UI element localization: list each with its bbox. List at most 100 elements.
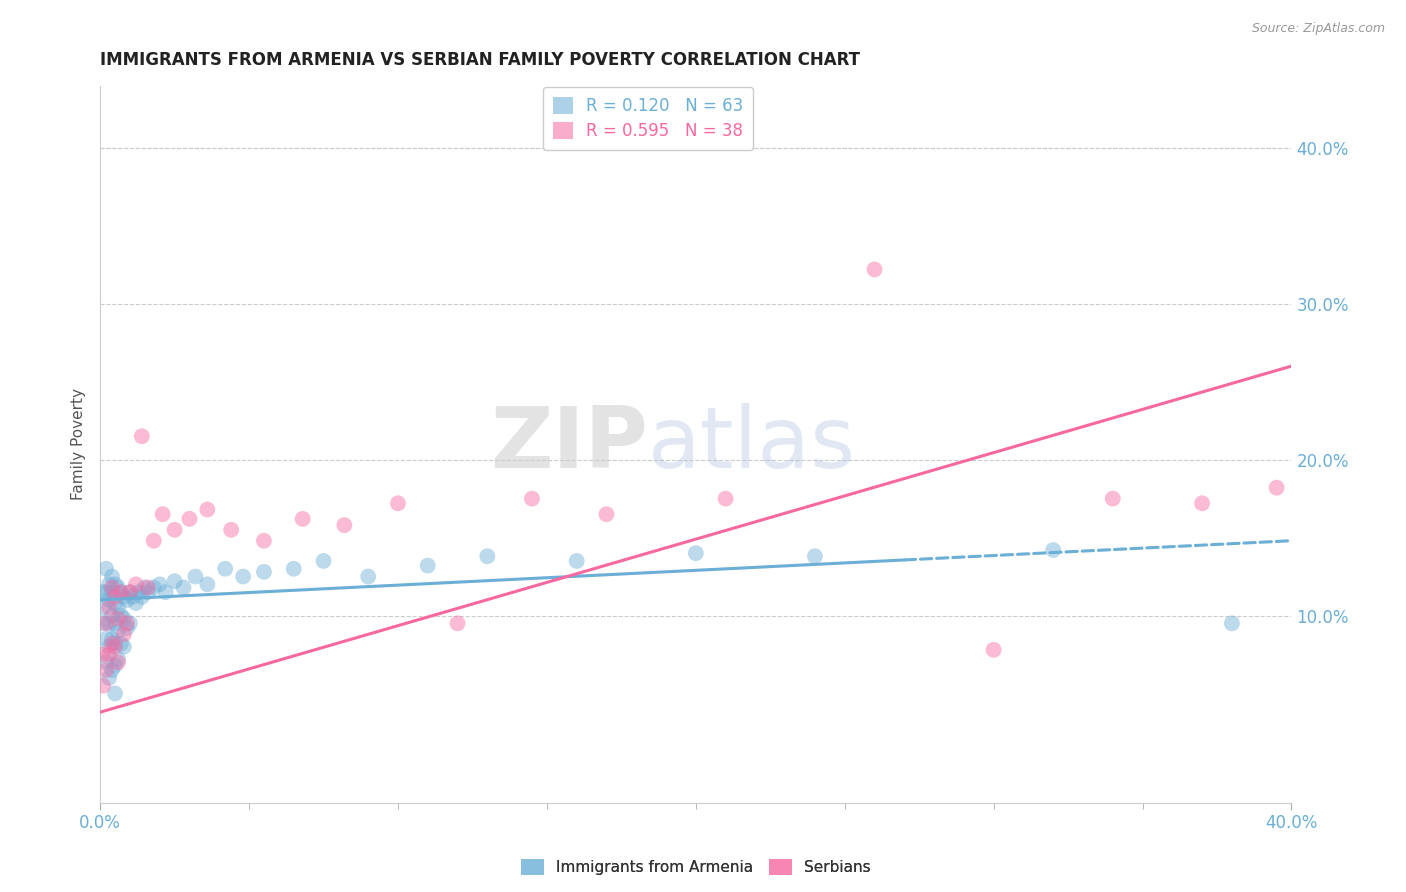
Point (104, 658, 127, 673)
Point (98, 593, 121, 607)
Point (94, 632, 117, 646)
Point (107, 655, 129, 669)
Point (112, 640, 135, 654)
Point (1042, 543, 1064, 558)
Point (112, 612, 135, 626)
Point (195, 502, 218, 516)
Point (104, 686, 127, 700)
Point (110, 585, 132, 599)
Point (107, 581, 129, 595)
Point (101, 585, 124, 599)
Point (98, 640, 121, 654)
Point (101, 637, 124, 651)
Point (112, 590, 135, 604)
Point (112, 627, 135, 641)
Point (94, 562, 117, 576)
Point (101, 663, 124, 677)
Point (107, 612, 129, 626)
Point (184, 569, 207, 583)
Point (291, 512, 314, 526)
Point (101, 581, 124, 595)
Point (232, 569, 254, 583)
Point (107, 652, 129, 666)
Point (91, 616, 114, 631)
Point (387, 496, 409, 510)
Point (101, 608, 124, 623)
Point (128, 585, 150, 599)
Point (173, 581, 195, 595)
Point (94, 616, 117, 631)
Point (104, 637, 127, 651)
Point (98, 600, 121, 615)
Point (115, 616, 138, 631)
Point (110, 637, 132, 651)
Point (565, 554, 588, 568)
Point (107, 600, 129, 615)
Point (142, 581, 165, 595)
Point (101, 632, 124, 646)
Point (115, 621, 138, 635)
Point (163, 574, 186, 589)
Point (685, 546, 707, 560)
Point (1101, 491, 1123, 506)
Point (110, 608, 132, 623)
Point (155, 585, 177, 599)
Point (152, 507, 174, 521)
Point (312, 554, 335, 568)
Point (804, 549, 827, 564)
Point (214, 562, 236, 576)
Point (118, 616, 141, 631)
Point (446, 616, 468, 631)
Point (107, 624, 129, 639)
Point (98, 616, 121, 631)
Point (149, 577, 172, 591)
Point (131, 429, 153, 443)
Point (1265, 481, 1288, 495)
Point (333, 518, 356, 533)
Legend: Immigrants from Armenia, Serbians: Immigrants from Armenia, Serbians (515, 854, 876, 881)
Point (118, 585, 141, 599)
Point (131, 590, 153, 604)
Point (863, 262, 886, 277)
Point (136, 581, 159, 595)
Point (179, 512, 201, 526)
Point (520, 491, 543, 506)
Point (98, 648, 121, 662)
Point (91, 600, 114, 615)
Point (91, 585, 114, 599)
Point (253, 565, 276, 579)
Point (283, 562, 305, 576)
Point (94, 655, 117, 669)
Point (115, 593, 138, 607)
Point (104, 640, 127, 654)
Point (94, 585, 117, 599)
Point (98, 671, 121, 685)
Point (714, 491, 737, 506)
Text: Source: ZipAtlas.com: Source: ZipAtlas.com (1251, 22, 1385, 36)
Point (219, 523, 242, 537)
Point (118, 585, 141, 599)
Point (163, 523, 186, 537)
Point (104, 590, 127, 604)
Point (101, 569, 124, 583)
Point (104, 596, 127, 610)
Point (110, 585, 132, 599)
Point (195, 577, 218, 591)
Point (477, 549, 499, 564)
Point (595, 507, 617, 521)
Point (253, 533, 276, 548)
Point (357, 569, 380, 583)
Point (125, 577, 148, 591)
Point (104, 616, 127, 631)
Point (142, 533, 165, 548)
Point (1191, 496, 1213, 510)
Point (136, 585, 159, 599)
Point (134, 581, 156, 595)
Y-axis label: Family Poverty: Family Poverty (72, 388, 86, 500)
Text: IMMIGRANTS FROM ARMENIA VS SERBIAN FAMILY POVERTY CORRELATION CHART: IMMIGRANTS FROM ARMENIA VS SERBIAN FAMIL… (100, 51, 860, 69)
Point (416, 558, 439, 573)
Text: atlas: atlas (648, 402, 856, 485)
Point (91, 648, 114, 662)
Point (122, 590, 145, 604)
Point (1220, 616, 1243, 631)
